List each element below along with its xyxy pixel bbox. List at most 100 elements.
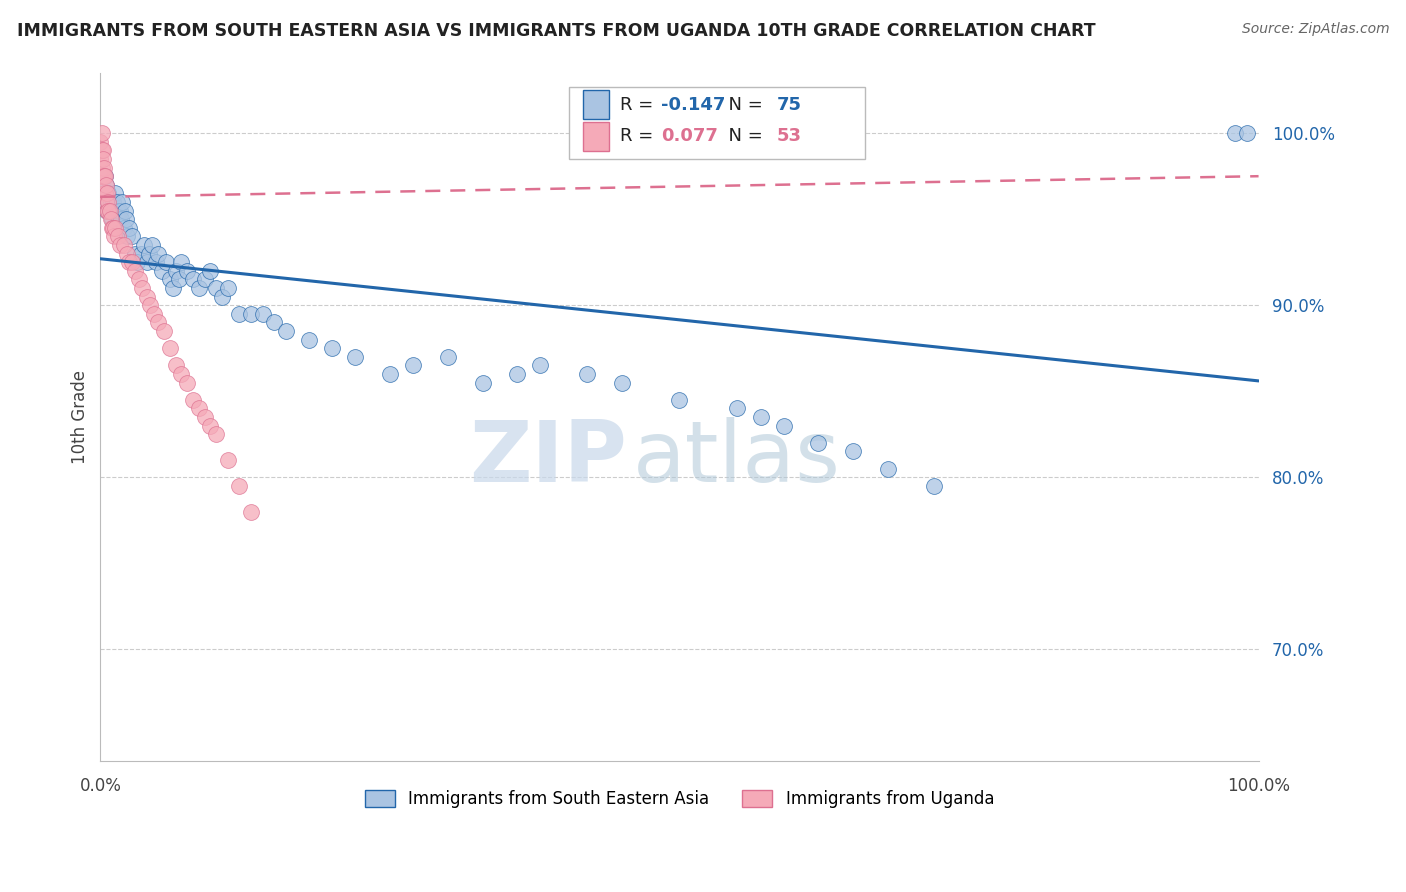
Point — [115, 246, 138, 260]
Point — [108, 238, 131, 252]
Point — [200, 418, 222, 433]
Point — [575, 367, 598, 381]
Point — [668, 392, 690, 407]
Point — [139, 298, 162, 312]
Point — [90, 169, 112, 184]
Point — [94, 178, 117, 192]
Text: ZIP: ZIP — [470, 417, 627, 500]
Point — [298, 333, 321, 347]
Point — [135, 290, 157, 304]
Point — [321, 341, 343, 355]
Point — [98, 203, 121, 218]
Text: -0.147: -0.147 — [661, 95, 725, 113]
Point — [134, 238, 156, 252]
Point — [344, 350, 367, 364]
Point — [124, 264, 146, 278]
Text: 75: 75 — [776, 95, 801, 113]
Point — [725, 401, 748, 416]
Point — [124, 246, 146, 260]
Point — [842, 444, 865, 458]
Point — [141, 238, 163, 252]
Point — [165, 359, 187, 373]
Point — [101, 194, 124, 209]
Text: R =: R = — [620, 95, 659, 113]
Point — [165, 264, 187, 278]
Point — [194, 272, 217, 286]
Point — [118, 220, 141, 235]
Point — [103, 203, 125, 218]
Point — [94, 194, 117, 209]
Point — [103, 229, 125, 244]
Point — [877, 461, 900, 475]
Point — [118, 255, 141, 269]
Point — [205, 427, 228, 442]
Text: 53: 53 — [776, 128, 801, 145]
Point — [378, 367, 401, 381]
Point — [145, 255, 167, 269]
Text: N =: N = — [717, 128, 768, 145]
Point — [176, 264, 198, 278]
Point — [94, 169, 117, 184]
Point — [91, 169, 114, 184]
Point — [176, 376, 198, 390]
Point — [91, 144, 114, 158]
Point — [90, 161, 112, 175]
Bar — [569, 87, 865, 159]
Point — [112, 220, 135, 235]
Point — [90, 126, 112, 140]
Point — [181, 392, 204, 407]
Point — [97, 203, 120, 218]
Point — [101, 220, 124, 235]
Point — [159, 341, 181, 355]
Point — [91, 152, 114, 166]
Point — [89, 169, 111, 184]
Point — [127, 255, 149, 269]
Point — [114, 203, 136, 218]
Point — [128, 272, 150, 286]
Point — [94, 178, 117, 192]
Point — [211, 290, 233, 304]
Point — [217, 453, 239, 467]
Point — [194, 410, 217, 425]
Point — [93, 161, 115, 175]
Bar — [583, 122, 609, 151]
Point — [610, 376, 633, 390]
Point — [104, 220, 127, 235]
Point — [96, 203, 118, 218]
Point — [93, 186, 115, 201]
Point — [94, 169, 117, 184]
Text: R =: R = — [620, 128, 659, 145]
Point — [94, 194, 117, 209]
Point — [100, 194, 122, 209]
Point — [148, 246, 170, 260]
Point — [97, 194, 120, 209]
Point — [96, 186, 118, 201]
Point — [200, 264, 222, 278]
Legend: Immigrants from South Eastern Asia, Immigrants from Uganda: Immigrants from South Eastern Asia, Immi… — [359, 783, 1001, 814]
Point — [228, 307, 250, 321]
Point — [807, 435, 830, 450]
Point — [1225, 126, 1247, 140]
Point — [274, 324, 297, 338]
Point — [437, 350, 460, 364]
Point — [506, 367, 529, 381]
Point — [131, 281, 153, 295]
Point — [110, 212, 132, 227]
Point — [108, 203, 131, 218]
Point — [89, 152, 111, 166]
Text: 0.077: 0.077 — [661, 128, 718, 145]
Bar — [583, 90, 609, 120]
Point — [138, 246, 160, 260]
Point — [471, 376, 494, 390]
Point — [1236, 126, 1258, 140]
Text: IMMIGRANTS FROM SOUTH EASTERN ASIA VS IMMIGRANTS FROM UGANDA 10TH GRADE CORRELAT: IMMIGRANTS FROM SOUTH EASTERN ASIA VS IM… — [17, 22, 1095, 40]
Point — [402, 359, 425, 373]
Text: Source: ZipAtlas.com: Source: ZipAtlas.com — [1241, 22, 1389, 37]
Y-axis label: 10th Grade: 10th Grade — [72, 370, 89, 464]
Point — [153, 324, 176, 338]
Point — [89, 135, 111, 149]
Point — [105, 194, 128, 209]
Point — [263, 315, 285, 329]
Point — [104, 186, 127, 201]
Point — [135, 255, 157, 269]
